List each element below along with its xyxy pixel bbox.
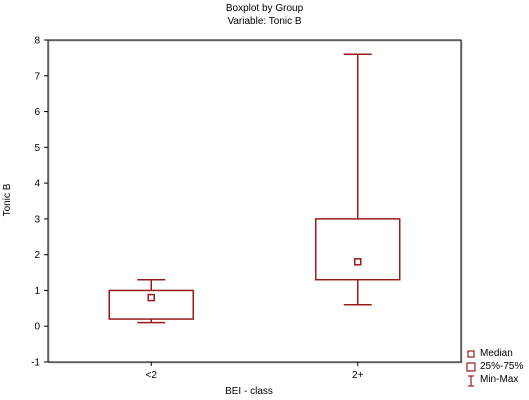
plot-area — [47, 39, 462, 363]
x-tick-label: 2+ — [352, 370, 364, 381]
y-axis-label: Tonic B — [2, 183, 13, 216]
y-tick-label: -1 — [31, 358, 40, 369]
y-tick-label: 2 — [34, 250, 40, 261]
y-tick-label: 0 — [34, 322, 40, 333]
x-axis-label: BEI - class — [225, 386, 273, 397]
y-tick-label: 7 — [34, 71, 40, 82]
iqr-box — [315, 218, 401, 281]
chart-subtitle: Variable: Tonic B — [227, 16, 302, 27]
y-tick-label: 5 — [34, 143, 40, 154]
y-tick-label: 6 — [34, 107, 40, 118]
x-tick-label: <2 — [146, 370, 158, 381]
y-tick-label: 8 — [34, 36, 40, 47]
median-marker — [354, 258, 362, 266]
legend-label-box: 25%-75% — [480, 361, 524, 372]
y-tick-label: 3 — [34, 214, 40, 225]
legend-label-range: Min-Max — [480, 374, 519, 385]
y-tick-label: 4 — [34, 179, 40, 190]
legend-label-median: Median — [480, 348, 513, 359]
y-tick-label: 1 — [34, 286, 40, 297]
legend-median-swatch — [467, 350, 475, 358]
plot-shadow — [48, 40, 463, 364]
median-marker — [147, 293, 155, 302]
iqr-box — [108, 289, 194, 320]
chart-title: Boxplot by Group — [225, 3, 304, 14]
legend-box-swatch — [466, 362, 476, 372]
